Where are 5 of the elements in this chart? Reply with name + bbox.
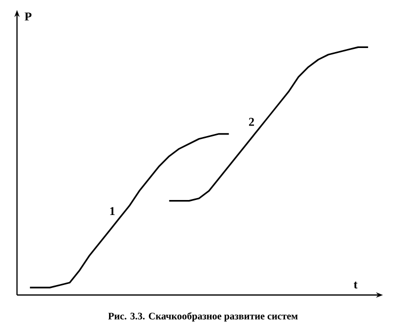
series-label: 2 (249, 118, 254, 126)
x-axis-title: t (354, 282, 358, 288)
series-label: 1 (110, 207, 115, 215)
text: Рис. 3.3. Скачкообразное развитие систем (108, 312, 298, 322)
y-axis-title: P (24, 12, 32, 20)
